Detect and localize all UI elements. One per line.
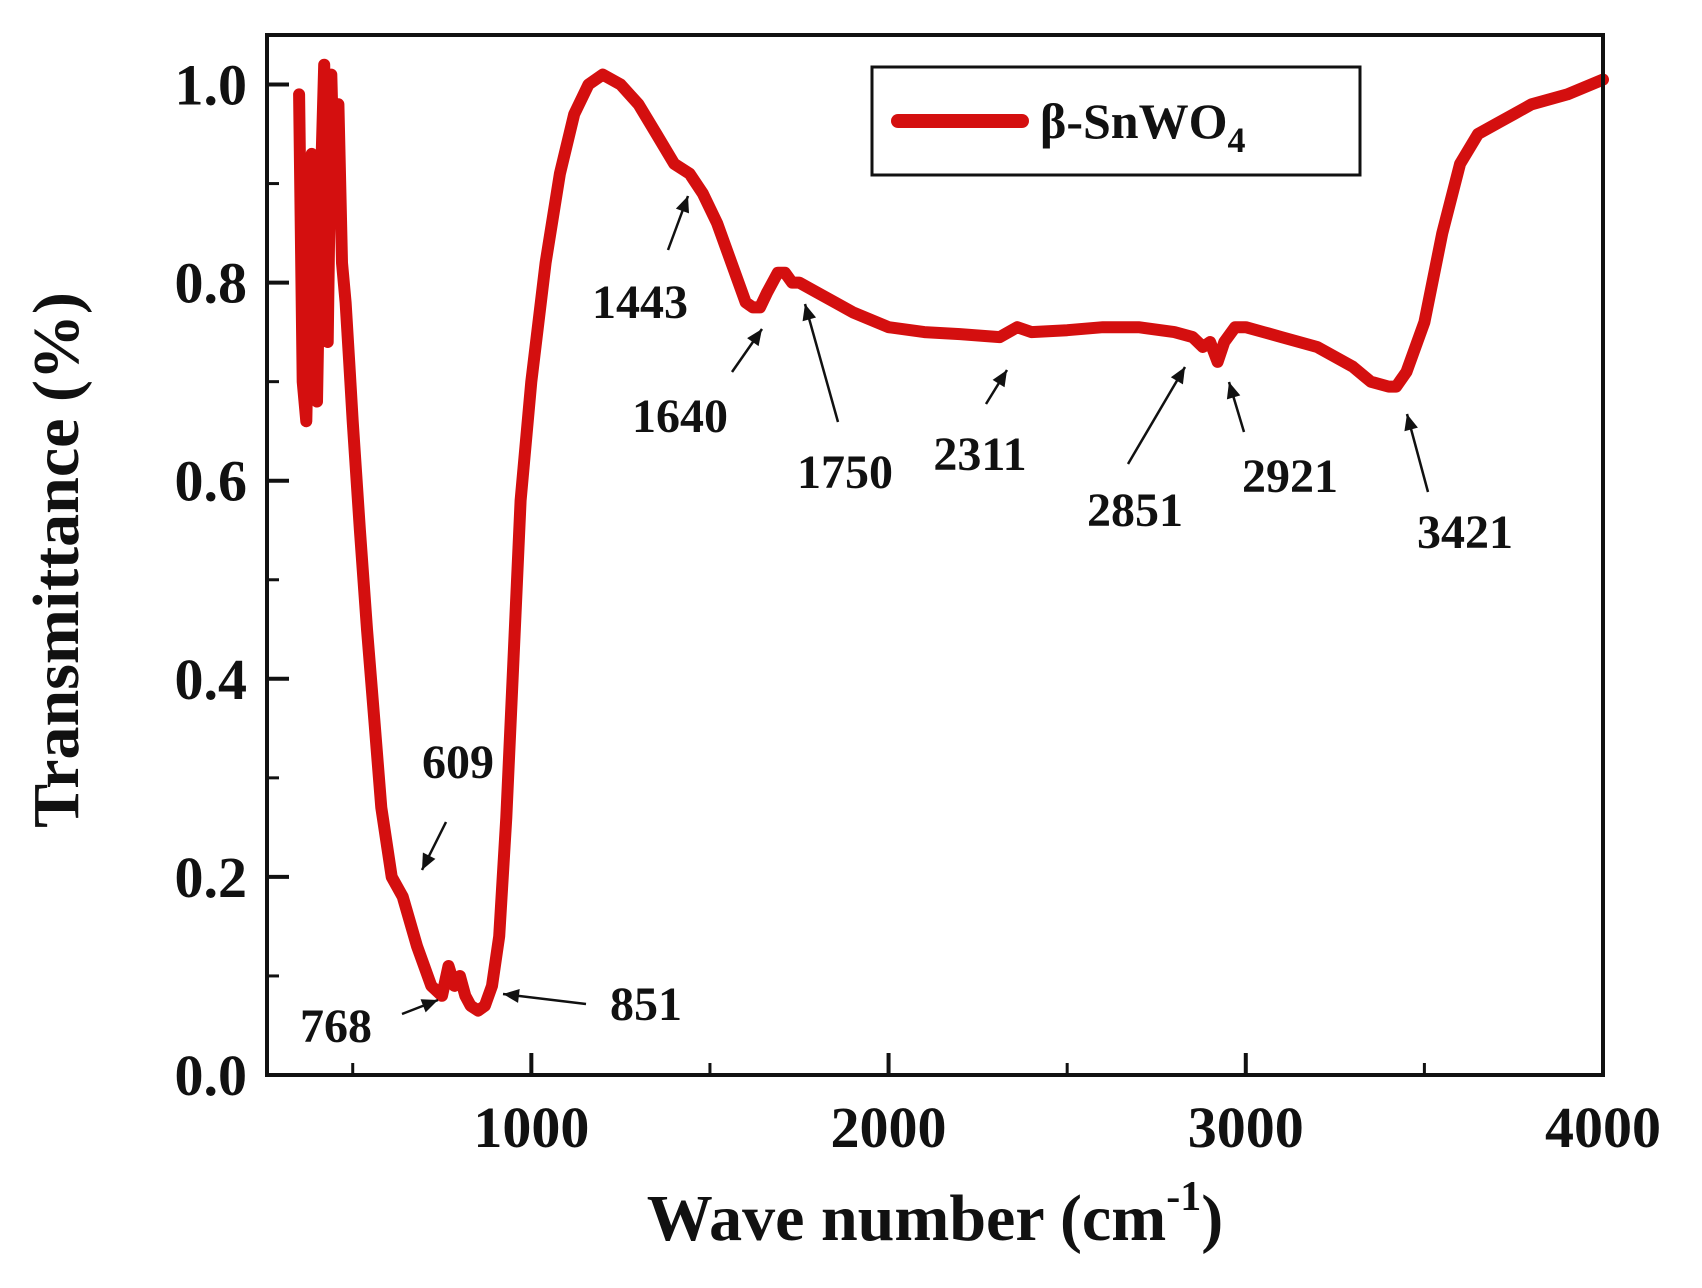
annotation-arrow-head <box>675 196 690 214</box>
annotation-arrows <box>401 195 1430 1016</box>
axis-tick-labels: 1000 2000 3000 4000 0.0 0.2 0.4 0.6 0.8 1.0 <box>175 53 1662 1160</box>
annotation-arrow-line <box>803 303 840 423</box>
annotation-arrow-head <box>747 329 762 347</box>
y-tick-label: 0.0 <box>175 1043 248 1108</box>
annotation-label: 2311 <box>933 428 1026 481</box>
x-axis-title-close: ) <box>1201 1182 1223 1255</box>
annotation-label: 851 <box>610 978 682 1031</box>
annotation-label: 2851 <box>1087 484 1183 537</box>
series-line-0 <box>293 58 1609 1017</box>
annotation-label: 1443 <box>592 276 688 329</box>
annotation-label: 768 <box>300 1000 372 1053</box>
series-layer <box>293 58 1609 1017</box>
y-tick-label: 0.2 <box>175 845 248 910</box>
annotation-arrow-head <box>420 999 438 1013</box>
x-tick-label: 1000 <box>473 1095 589 1160</box>
legend: β-SnWO4 <box>870 65 1362 177</box>
annotation-arrow-head <box>802 304 817 322</box>
x-tick-label: 4000 <box>1545 1095 1661 1160</box>
legend-series-name: β-SnWO <box>1040 93 1228 149</box>
x-axis-title: Wave number (cm-1) <box>647 1174 1223 1255</box>
x-axis-title-sup: -1 <box>1166 1174 1201 1220</box>
x-tick-label: 2000 <box>831 1095 947 1160</box>
y-tick-label: 0.4 <box>175 647 248 712</box>
annotation-label: 1640 <box>632 390 728 443</box>
annotation-arrow-head <box>1170 367 1185 385</box>
plot-frame <box>265 33 1605 1077</box>
annotation-labels: 1443 1640 1750 2311 2851 2921 3421 609 768 851 <box>300 276 1513 1053</box>
annotation-arrow-head <box>1226 382 1241 400</box>
x-tick-label: 3000 <box>1188 1095 1304 1160</box>
annotation-arrow-head <box>1404 414 1418 432</box>
y-tick-label: 0.6 <box>175 449 248 514</box>
x-axis-title-main: Wave number (cm <box>647 1182 1166 1255</box>
y-tick-label: 1.0 <box>175 53 248 118</box>
legend-series-subscript: 4 <box>1228 120 1246 160</box>
annotation-arrow-line <box>1126 366 1187 465</box>
y-axis-title: Transmittance (%) <box>20 292 93 828</box>
legend-label: β-SnWO4 <box>1040 93 1246 160</box>
annotation-arrow-head <box>503 988 520 1003</box>
axis-ticks <box>267 82 1605 1077</box>
y-tick-label: 0.8 <box>175 251 248 316</box>
annotation-label: 609 <box>422 736 494 789</box>
annotation-label: 1750 <box>797 446 893 499</box>
annotation-arrow-head <box>422 852 436 870</box>
annotation-label: 3421 <box>1417 506 1513 559</box>
annotation-arrow-head <box>992 370 1007 388</box>
annotation-label: 2921 <box>1242 450 1338 503</box>
